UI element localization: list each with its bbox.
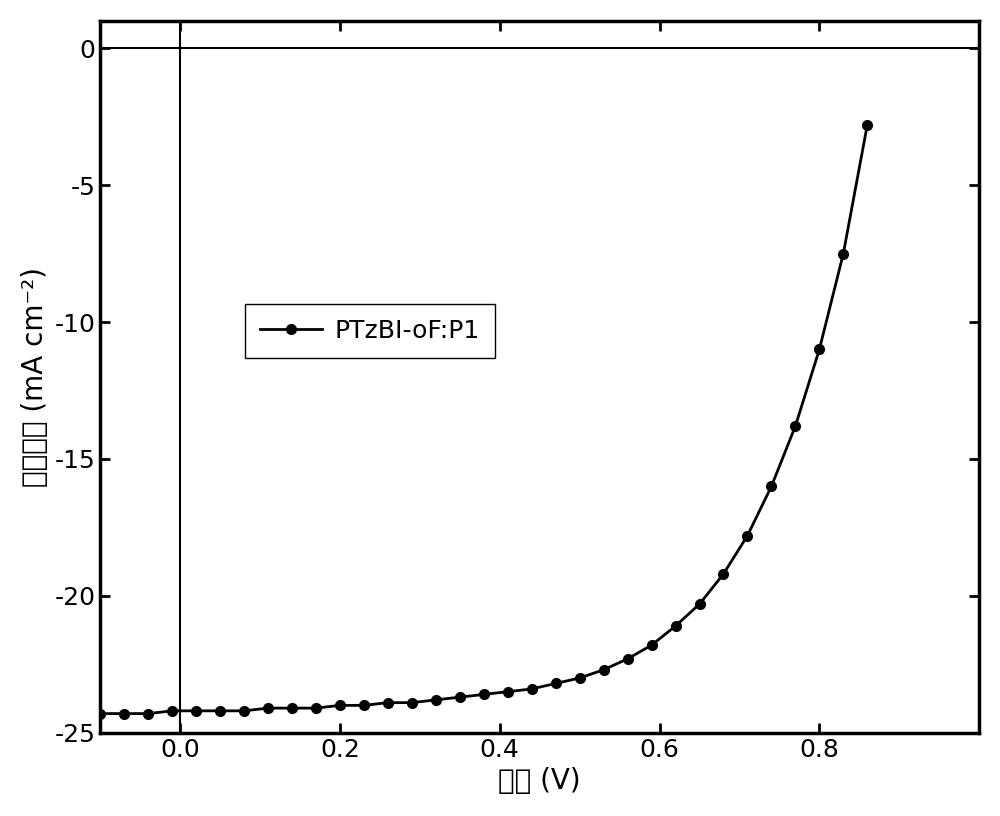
PTzBI-oF:P1 (574, 673, 586, 683)
PTzBI-oF:P1 (214, 706, 226, 716)
PTzBI-oF:P1 (454, 692, 466, 702)
PTzBI-oF:P1 (478, 690, 490, 699)
Legend: PTzBI-oF:P1: PTzBI-oF:P1 (245, 304, 495, 358)
PTzBI-oF:P1 (430, 695, 442, 705)
Y-axis label: 电流密度 (mA cm⁻²): 电流密度 (mA cm⁻²) (21, 267, 49, 487)
PTzBI-oF:P1 (670, 621, 682, 631)
PTzBI-oF:P1 (717, 569, 729, 579)
PTzBI-oF:P1 (694, 599, 706, 609)
PTzBI-oF:P1 (142, 708, 154, 718)
PTzBI-oF:P1 (94, 708, 106, 718)
PTzBI-oF:P1 (406, 698, 418, 707)
PTzBI-oF:P1 (526, 684, 538, 694)
PTzBI-oF:P1 (861, 120, 873, 130)
PTzBI-oF:P1 (190, 706, 202, 716)
PTzBI-oF:P1 (550, 679, 562, 689)
PTzBI-oF:P1 (598, 665, 610, 675)
PTzBI-oF:P1 (382, 698, 394, 707)
PTzBI-oF:P1 (166, 706, 178, 716)
PTzBI-oF:P1 (789, 421, 801, 431)
PTzBI-oF:P1 (286, 703, 298, 713)
PTzBI-oF:P1 (310, 703, 322, 713)
PTzBI-oF:P1 (118, 708, 130, 718)
PTzBI-oF:P1 (813, 344, 825, 354)
PTzBI-oF:P1 (334, 700, 346, 710)
PTzBI-oF:P1 (262, 703, 274, 713)
PTzBI-oF:P1 (646, 641, 658, 650)
PTzBI-oF:P1 (238, 706, 250, 716)
PTzBI-oF:P1 (765, 481, 777, 491)
PTzBI-oF:P1 (622, 654, 634, 663)
PTzBI-oF:P1 (741, 530, 753, 540)
PTzBI-oF:P1 (502, 687, 514, 697)
Line: PTzBI-oF:P1: PTzBI-oF:P1 (95, 120, 872, 718)
PTzBI-oF:P1 (837, 249, 849, 259)
X-axis label: 电压 (V): 电压 (V) (498, 767, 581, 795)
PTzBI-oF:P1 (358, 700, 370, 710)
